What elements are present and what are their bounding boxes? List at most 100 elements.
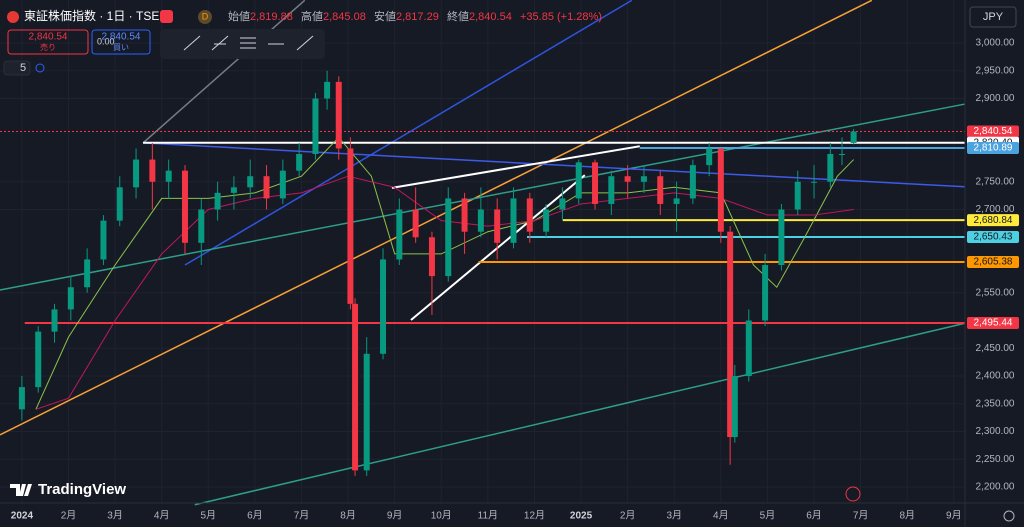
badge-text: D: [202, 11, 209, 21]
candle-body: [380, 259, 387, 354]
brand: TradingView: [38, 481, 126, 498]
buy-label: 買い: [113, 43, 129, 52]
x-tick-label: 7月: [853, 510, 869, 522]
level-tag: [967, 125, 1019, 138]
candle-body: [811, 181, 818, 183]
buy-price: 2,840.54: [102, 32, 141, 43]
y-tick-label: 2,450.00: [976, 343, 1015, 354]
candle-body: [559, 198, 566, 210]
candle-body: [717, 148, 724, 232]
change: +35.85 (+1.28%): [520, 11, 602, 23]
x-tick-label: 12月: [524, 510, 545, 522]
x-tick-label: 2025: [570, 511, 593, 522]
level-tag: [967, 231, 1019, 244]
ohlc-label: 安値: [374, 9, 396, 23]
trend-line: [410, 174, 586, 321]
level-tag: [967, 141, 1019, 154]
candle-body: [706, 148, 713, 166]
x-tick-label: 4月: [713, 510, 729, 522]
buy-button[interactable]: [91, 29, 151, 55]
x-tick-label: 9月: [946, 510, 962, 522]
x-tick-label: 5月: [201, 510, 217, 522]
trend-line: [184, 0, 633, 266]
candle-body: [149, 159, 156, 182]
level-label: 2,680.84: [974, 215, 1013, 226]
candle-body: [352, 303, 359, 471]
candle-body: [477, 209, 484, 232]
level-label: 2,605.38: [974, 257, 1013, 268]
candle-body: [247, 176, 254, 188]
y-tick-label: 2,750.00: [976, 176, 1015, 187]
tool-icon[interactable]: [296, 35, 314, 51]
candle-body: [673, 198, 680, 204]
x-tick-label: 3月: [107, 510, 123, 522]
x-tick-label: 10月: [431, 510, 452, 522]
candle-body: [778, 209, 785, 266]
candle-body: [838, 154, 845, 156]
y-tick-label: 2,550.00: [976, 287, 1015, 298]
symbol[interactable]: 東証株価指数 · 1日 · TSE: [24, 8, 159, 23]
plot: [0, 0, 966, 506]
candle-body: [67, 287, 74, 310]
candle-body: [526, 198, 533, 232]
ohlc-value: 2,817.29: [396, 11, 439, 23]
candle-body: [198, 209, 205, 243]
symbol-icon[interactable]: [7, 11, 19, 23]
y-tick-label: 3,000.00: [976, 38, 1015, 49]
trend-line: [0, 103, 966, 291]
x-tick-label: 11月: [478, 510, 498, 522]
candle-body: [850, 131, 857, 143]
candle-body: [461, 198, 468, 232]
ohlc-value: 2,845.08: [323, 11, 366, 23]
x-tick-label: 2月: [620, 510, 636, 522]
x-tick-label: 2024: [11, 511, 34, 522]
alert-icon[interactable]: [845, 486, 861, 502]
candle-body: [133, 159, 140, 188]
candle-body: [279, 170, 286, 199]
candle-body: [116, 187, 123, 221]
level-tag: [967, 214, 1019, 227]
candle-body: [165, 170, 172, 182]
y-tick-label: 2,900.00: [976, 93, 1015, 104]
ohlc: 始値 2,819.88 高値 2,845.08 安値 2,817.29 終値 2,840.54…: [228, 9, 602, 23]
y-tick-label: 2,250.00: [976, 454, 1015, 465]
ohlc-value: 2,840.54: [469, 11, 512, 23]
level-label: 2,650.43: [974, 232, 1013, 243]
candle-body: [35, 331, 42, 388]
tool-icon[interactable]: [183, 35, 201, 51]
candle-body: [312, 98, 319, 155]
badge[interactable]: [198, 10, 212, 24]
x-tick-label: 7月: [294, 510, 310, 522]
candle-body: [363, 353, 370, 471]
y-tick-label: 2,350.00: [976, 398, 1015, 409]
currency-box[interactable]: [969, 6, 1017, 28]
ohlc-label: 始値: [228, 9, 250, 23]
flag-icon[interactable]: [160, 10, 173, 23]
level-label: 2,495.44: [974, 318, 1013, 329]
trend-line: [142, 0, 306, 144]
ohlc-label: 高値: [301, 9, 323, 23]
level-tag: [967, 317, 1019, 330]
settings-icon[interactable]: [1003, 510, 1015, 522]
candle-body: [510, 198, 517, 243]
trend-line: [0, 0, 873, 436]
x-tick-label: 4月: [154, 510, 170, 522]
x-tick-label: 9月: [387, 510, 403, 522]
ohlc-label: 終値: [447, 9, 469, 23]
indicator-toggle[interactable]: [3, 60, 31, 76]
y-tick-label: 2,400.00: [976, 371, 1015, 382]
indicator-icon[interactable]: [35, 63, 45, 73]
candle-body: [794, 181, 801, 210]
x-tick-label: 8月: [340, 510, 356, 522]
candle-body: [575, 162, 582, 199]
candle-body: [827, 154, 834, 182]
tool-icon[interactable]: [240, 37, 256, 49]
tool-icon[interactable]: [211, 35, 229, 51]
brand-logo: [10, 484, 32, 496]
sell-price: 2,840.54: [29, 32, 68, 43]
sell-button[interactable]: [7, 29, 89, 55]
candle-body: [608, 176, 615, 204]
candle-body: [543, 209, 550, 232]
